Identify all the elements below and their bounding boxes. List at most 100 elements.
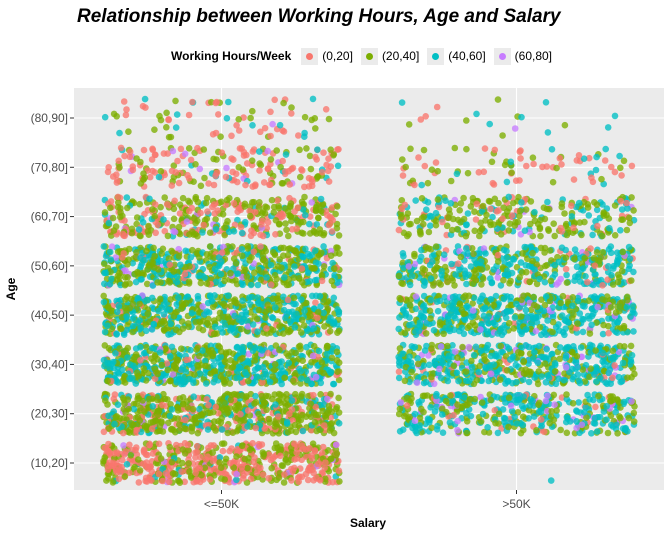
data-point: [154, 221, 162, 229]
data-point: [215, 254, 223, 261]
data-point: [471, 395, 479, 403]
data-point: [210, 181, 218, 189]
data-point: [314, 309, 322, 316]
data-point: [186, 468, 193, 475]
data-point: [201, 357, 209, 365]
data-point: [297, 416, 305, 424]
data-point: [256, 442, 263, 450]
data-point: [114, 308, 121, 316]
data-point: [287, 318, 294, 326]
data-point: [226, 447, 233, 455]
data-point: [134, 294, 142, 302]
data-point: [203, 396, 210, 403]
data-point: [199, 412, 206, 419]
data-point: [246, 207, 253, 215]
data-point: [534, 359, 542, 367]
data-point: [546, 419, 553, 427]
data-point: [246, 257, 253, 264]
data-point: [446, 419, 454, 426]
data-point: [318, 359, 326, 366]
data-point: [253, 315, 261, 323]
data-point: [208, 298, 215, 305]
data-point: [142, 463, 150, 470]
data-point: [517, 350, 525, 357]
data-point: [247, 212, 254, 220]
data-point: [484, 424, 491, 431]
legend-item-60-80: (60,80]: [493, 47, 552, 65]
data-point: [267, 132, 274, 140]
data-point: [483, 344, 490, 352]
data-point: [225, 370, 232, 378]
data-point: [505, 423, 512, 431]
data-point: [320, 263, 328, 270]
data-point: [308, 116, 316, 124]
data-point: [176, 201, 184, 208]
data-point: [490, 361, 498, 368]
data-point: [216, 459, 223, 466]
data-point: [630, 409, 638, 417]
data-point: [584, 391, 591, 399]
data-point: [295, 343, 303, 351]
data-point: [255, 204, 263, 211]
data-point: [272, 231, 279, 238]
data-point: [563, 429, 571, 437]
data-point: [129, 322, 137, 330]
data-point: [311, 448, 319, 455]
data-point: [487, 370, 495, 378]
data-point: [461, 394, 468, 401]
data-point: [212, 278, 220, 286]
data-point: [258, 392, 266, 400]
data-point: [280, 128, 288, 135]
data-point: [119, 254, 126, 261]
data-point: [261, 124, 269, 132]
data-point: [207, 370, 214, 377]
data-point: [288, 397, 296, 404]
data-point: [207, 442, 215, 449]
data-point: [418, 405, 425, 413]
data-point: [604, 429, 612, 437]
data-point: [334, 162, 342, 170]
data-point: [282, 168, 289, 175]
data-point: [120, 331, 128, 339]
data-point: [314, 460, 322, 468]
data-point: [600, 360, 608, 367]
data-point: [257, 243, 264, 250]
data-point: [209, 449, 216, 456]
data-point: [310, 325, 318, 332]
data-point: [299, 357, 307, 365]
data-point: [161, 227, 169, 235]
data-point: [322, 475, 329, 483]
data-point: [583, 414, 590, 422]
data-point: [216, 454, 224, 461]
data-point: [333, 220, 341, 228]
data-point: [196, 165, 204, 173]
data-point: [319, 443, 327, 451]
data-point: [148, 294, 156, 302]
data-point: [163, 124, 170, 131]
data-point: [303, 145, 310, 152]
data-point: [280, 244, 288, 252]
data-point: [325, 115, 333, 123]
data-point: [217, 373, 225, 380]
data-point: [200, 221, 207, 229]
data-point: [148, 425, 156, 433]
data-point: [114, 193, 122, 201]
data-point: [249, 148, 257, 155]
data-point: [269, 326, 277, 334]
data-point: [274, 297, 282, 305]
data-point: [413, 379, 421, 387]
data-point: [301, 307, 308, 315]
data-point: [454, 417, 462, 425]
data-point: [603, 380, 611, 388]
data-point: [477, 393, 484, 401]
data-point: [101, 328, 109, 336]
data-point: [260, 256, 268, 263]
data-point: [318, 449, 326, 457]
data-point: [492, 292, 500, 300]
legend-swatch-40-60: [432, 52, 440, 60]
data-point: [110, 110, 118, 118]
data-point: [573, 353, 581, 360]
data-point: [210, 155, 217, 163]
data-point: [167, 353, 174, 360]
data-point: [246, 446, 254, 454]
